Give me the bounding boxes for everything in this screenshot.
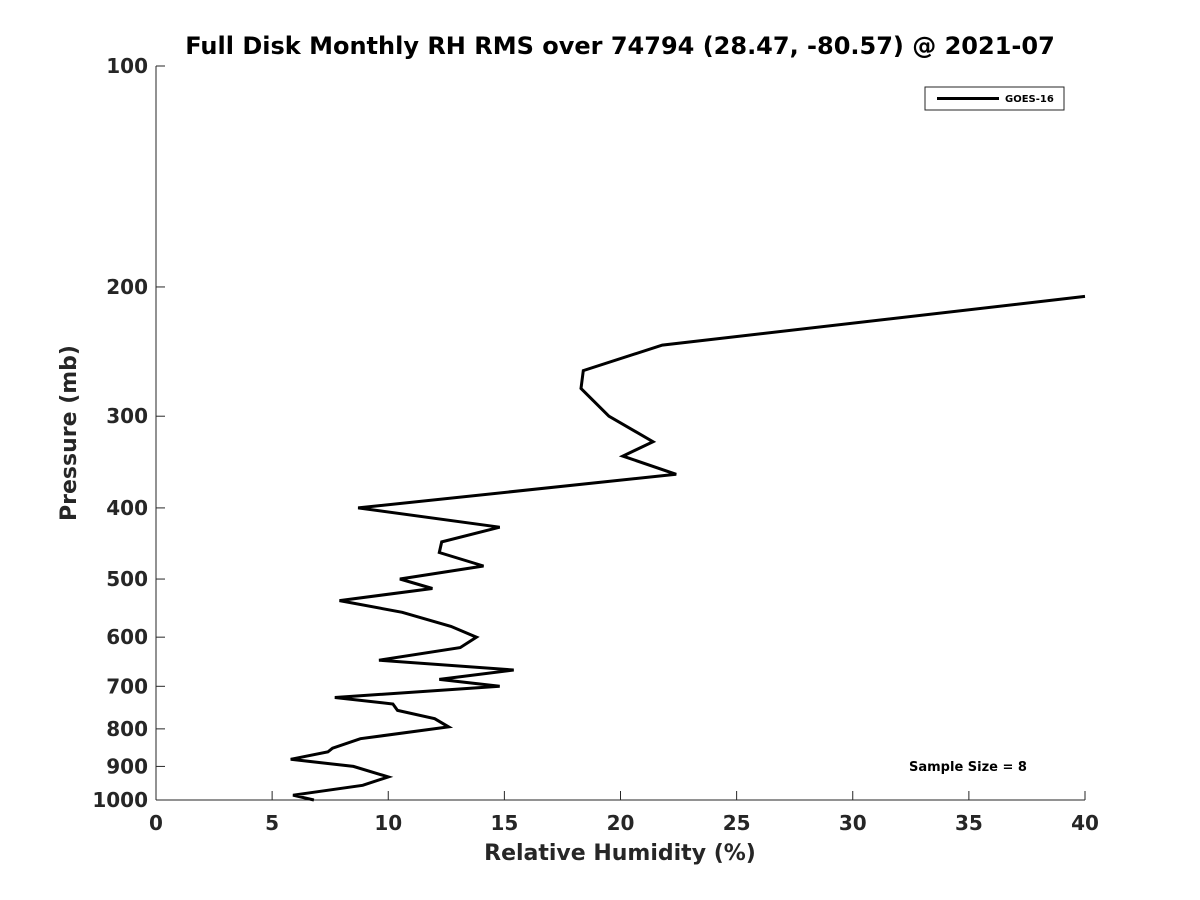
x-ticks: 0 5 10 15 20 25 30 35 40 <box>149 791 1099 835</box>
series-group <box>290 294 1086 802</box>
chart-title: Full Disk Monthly RH RMS over 74794 (28.… <box>185 32 1055 60</box>
x-tick-label: 5 <box>265 811 279 835</box>
y-tick-label: 500 <box>106 567 148 591</box>
y-tick-label: 600 <box>106 625 148 649</box>
y-tick-label: 800 <box>106 717 148 741</box>
x-tick-label: 40 <box>1071 811 1099 835</box>
y-tick-label: 700 <box>106 674 148 698</box>
x-tick-label: 30 <box>839 811 867 835</box>
x-tick-label: 20 <box>607 811 635 835</box>
x-axis-label: Relative Humidity (%) <box>484 841 756 866</box>
x-tick-label: 0 <box>149 811 163 835</box>
x-tick-label: 25 <box>723 811 751 835</box>
y-tick-label: 1000 <box>92 788 148 812</box>
x-tick-label: 15 <box>490 811 518 835</box>
sample-size-annotation: Sample Size = 8 <box>909 760 1027 775</box>
legend-entry-goes-16: GOES-16 <box>1005 94 1054 105</box>
y-axis-label: Pressure (mb) <box>57 345 82 521</box>
y-tick-label: 200 <box>106 275 148 299</box>
y-tick-label: 300 <box>106 404 148 428</box>
y-tick-label: 100 <box>106 54 148 78</box>
y-tick-label: 900 <box>106 754 148 778</box>
series-line-goes-16 <box>290 294 1086 802</box>
y-ticks: 100 200 300 400 500 600 700 800 900 1000 <box>92 54 165 812</box>
x-tick-label: 10 <box>374 811 402 835</box>
x-tick-label: 35 <box>955 811 983 835</box>
legend: GOES-16 <box>924 86 1065 111</box>
y-tick-label: 400 <box>106 496 148 520</box>
